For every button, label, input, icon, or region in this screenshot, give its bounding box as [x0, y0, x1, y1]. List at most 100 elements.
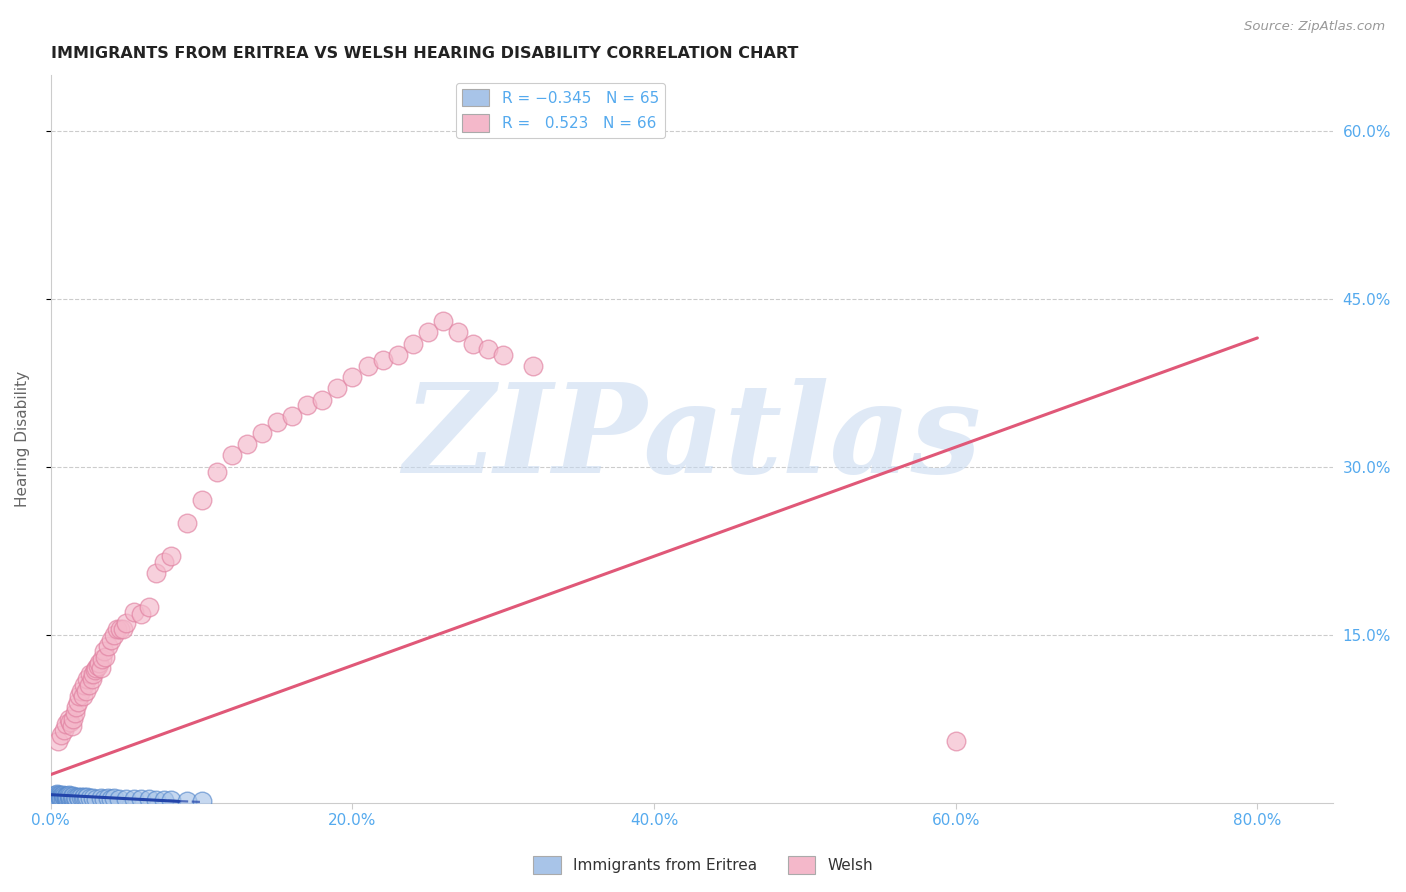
- Point: [79, 791, 101, 805]
- Point: [42, 789, 65, 803]
- Point: [73, 789, 96, 804]
- Point: [51, 728, 73, 742]
- Point: [52, 789, 75, 804]
- Point: [108, 622, 131, 636]
- Point: [86, 659, 108, 673]
- Point: [77, 678, 100, 692]
- Point: [250, 426, 273, 441]
- Point: [945, 734, 967, 748]
- Point: [387, 348, 409, 362]
- Point: [69, 791, 91, 805]
- Point: [84, 661, 107, 675]
- Point: [63, 789, 86, 804]
- Point: [103, 627, 125, 641]
- Point: [48, 734, 70, 748]
- Point: [62, 712, 84, 726]
- Point: [66, 789, 89, 804]
- Point: [83, 664, 105, 678]
- Point: [48, 789, 70, 804]
- Point: [72, 689, 94, 703]
- Point: [522, 359, 544, 373]
- Point: [48, 789, 70, 803]
- Text: IMMIGRANTS FROM ERITREA VS WELSH HEARING DISABILITY CORRELATION CHART: IMMIGRANTS FROM ERITREA VS WELSH HEARING…: [51, 46, 799, 62]
- Point: [56, 791, 79, 805]
- Point: [73, 678, 96, 692]
- Point: [221, 449, 243, 463]
- Point: [153, 793, 176, 807]
- Point: [477, 342, 499, 356]
- Point: [91, 652, 114, 666]
- Point: [62, 791, 84, 805]
- Point: [70, 683, 93, 698]
- Point: [371, 353, 394, 368]
- Point: [76, 673, 98, 687]
- Point: [59, 714, 82, 729]
- Point: [447, 326, 470, 340]
- Point: [205, 465, 228, 479]
- Point: [153, 555, 176, 569]
- Point: [84, 792, 107, 806]
- Point: [107, 792, 129, 806]
- Point: [266, 415, 288, 429]
- Point: [93, 792, 115, 806]
- Point: [311, 392, 333, 407]
- Point: [58, 789, 80, 804]
- Point: [356, 359, 378, 373]
- Point: [60, 719, 83, 733]
- Point: [63, 706, 86, 720]
- Point: [51, 791, 73, 805]
- Y-axis label: Hearing Disability: Hearing Disability: [15, 371, 30, 507]
- Point: [190, 493, 212, 508]
- Point: [53, 723, 76, 737]
- Point: [138, 792, 160, 806]
- Point: [76, 789, 98, 804]
- Point: [90, 791, 112, 805]
- Point: [70, 789, 93, 804]
- Text: Source: ZipAtlas.com: Source: ZipAtlas.com: [1244, 20, 1385, 33]
- Point: [55, 789, 77, 803]
- Point: [93, 644, 115, 658]
- Point: [131, 607, 153, 622]
- Point: [176, 516, 198, 530]
- Point: [62, 789, 84, 803]
- Point: [45, 792, 67, 806]
- Point: [55, 717, 77, 731]
- Point: [100, 633, 122, 648]
- Point: [190, 794, 212, 808]
- Point: [75, 683, 97, 698]
- Point: [145, 566, 167, 580]
- Point: [49, 791, 72, 805]
- Point: [80, 673, 103, 687]
- Point: [48, 788, 70, 802]
- Legend: Immigrants from Eritrea, Welsh: Immigrants from Eritrea, Welsh: [527, 850, 879, 880]
- Point: [45, 791, 67, 805]
- Point: [45, 789, 67, 803]
- Point: [49, 788, 72, 802]
- Point: [115, 792, 138, 806]
- Point: [297, 398, 319, 412]
- Point: [432, 314, 454, 328]
- Point: [416, 326, 439, 340]
- Point: [122, 605, 145, 619]
- Point: [236, 437, 259, 451]
- Point: [52, 792, 75, 806]
- Point: [97, 639, 120, 653]
- Point: [45, 787, 67, 801]
- Point: [53, 789, 76, 804]
- Point: [44, 789, 66, 804]
- Point: [138, 599, 160, 614]
- Point: [42, 791, 65, 805]
- Point: [65, 791, 87, 805]
- Point: [105, 622, 128, 636]
- Point: [122, 792, 145, 806]
- Point: [48, 791, 70, 805]
- Point: [51, 789, 73, 803]
- Point: [72, 791, 94, 805]
- Point: [103, 791, 125, 805]
- Point: [87, 656, 110, 670]
- Point: [55, 791, 77, 805]
- Point: [402, 336, 425, 351]
- Point: [41, 789, 63, 804]
- Point: [58, 712, 80, 726]
- Point: [49, 789, 72, 804]
